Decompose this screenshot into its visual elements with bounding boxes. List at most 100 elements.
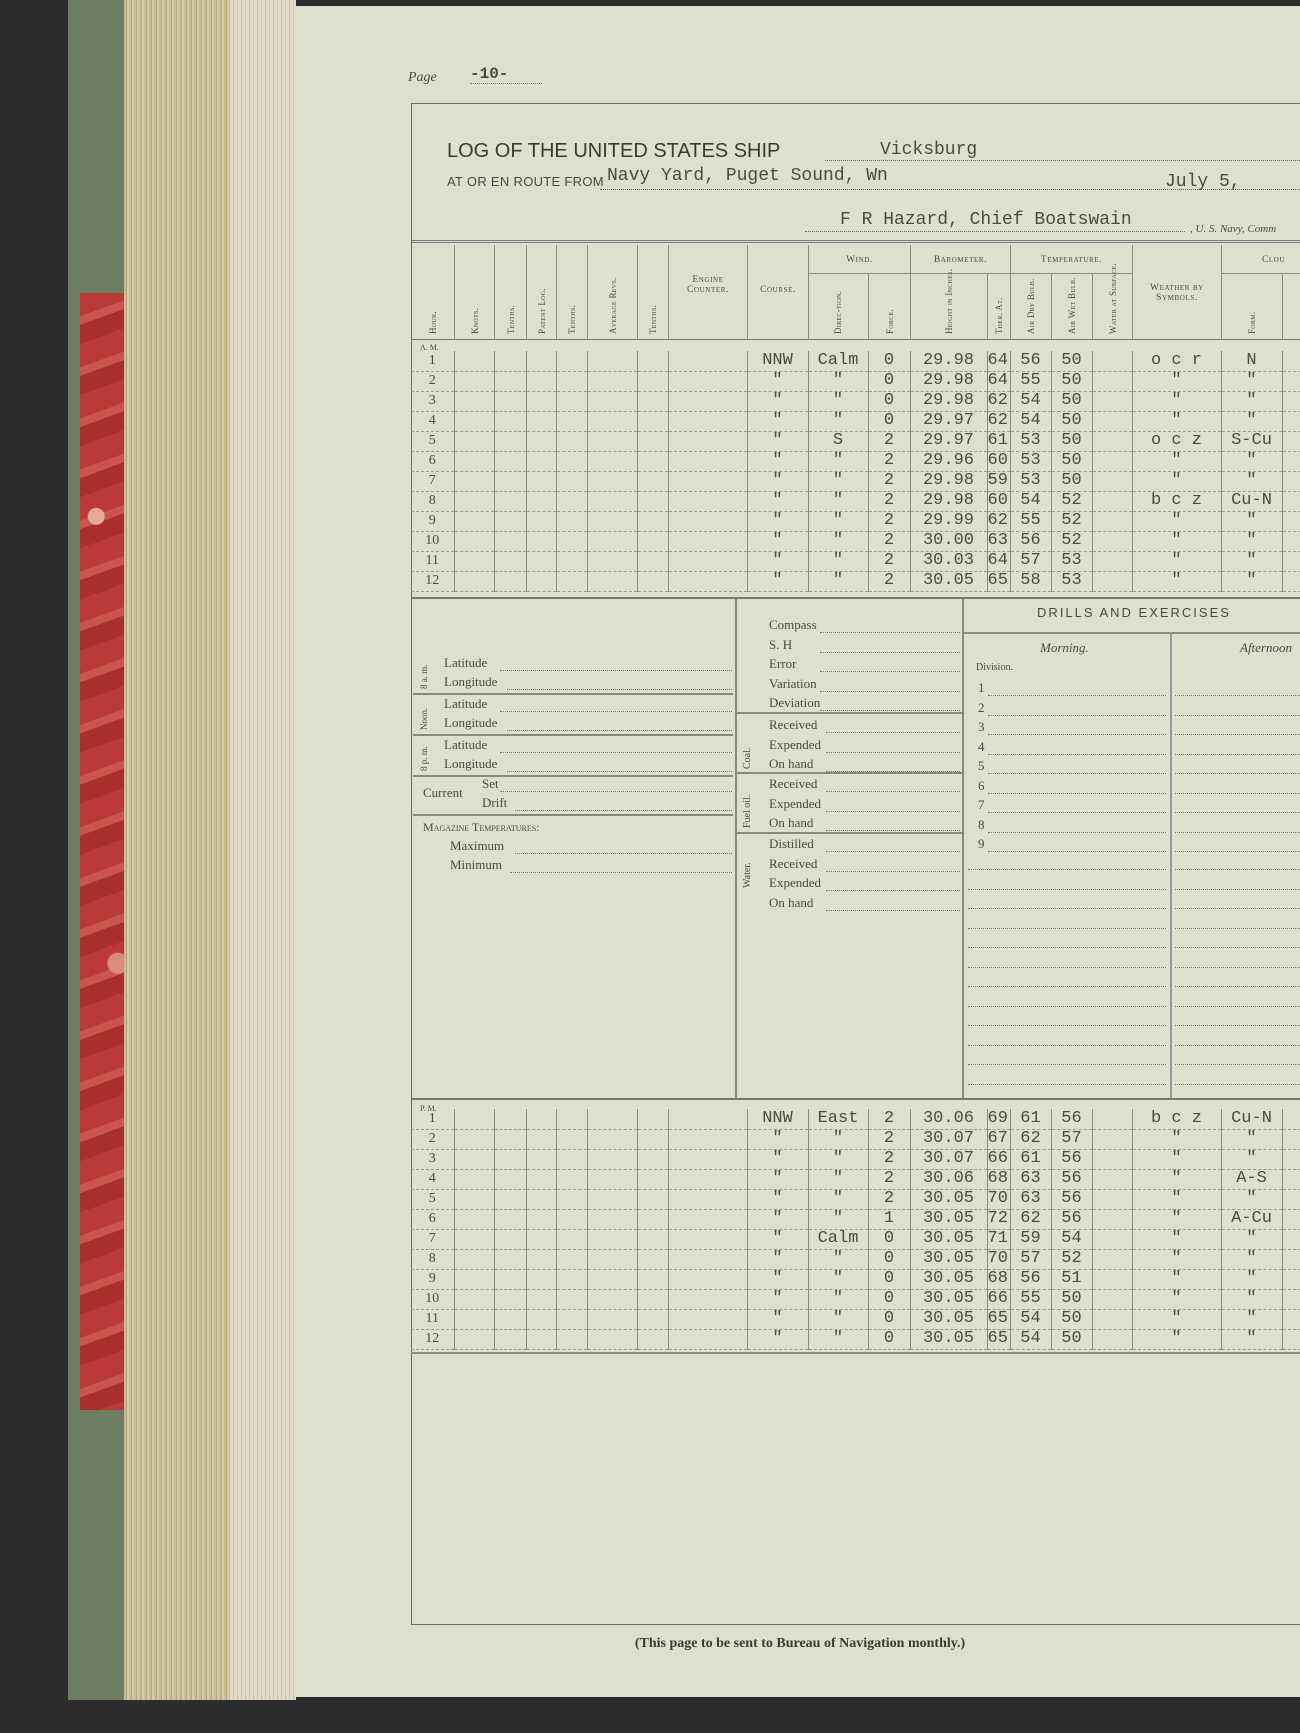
cell-cloud-form: " <box>1220 1289 1282 1310</box>
cell-extra <box>1281 1129 1300 1150</box>
cell-hour: 1 <box>411 1109 454 1130</box>
cell-tenths <box>493 1249 526 1270</box>
cell-knots <box>453 1209 494 1230</box>
cell-hour: 2 <box>411 1129 454 1150</box>
cell-course: NNW <box>746 351 808 372</box>
cell-dry-bulb: 63 <box>1009 1169 1051 1190</box>
commanding-officer: F R Hazard, Chief Boatswain <box>840 210 1132 230</box>
cell-barometer: 29.98 <box>909 471 987 492</box>
coal-on-hand: On hand <box>769 756 814 771</box>
cell-wet-bulb: 50 <box>1050 431 1092 452</box>
cell-weather: " <box>1131 1329 1221 1350</box>
fill-line <box>515 853 732 854</box>
cell-dry-bulb: 55 <box>1009 1289 1051 1310</box>
cell-avg-revs <box>586 1289 637 1310</box>
cell-wet-bulb: 50 <box>1050 411 1092 432</box>
cell-knots <box>453 371 494 392</box>
cell-course: " <box>746 1229 808 1250</box>
cell-wind-direction: " <box>807 451 868 472</box>
cell-dry-bulb: 54 <box>1009 491 1051 512</box>
cell-avg-revs <box>586 1329 637 1350</box>
cell-weather: o c z <box>1131 431 1221 452</box>
cell-ther-at: 72 <box>986 1209 1010 1230</box>
cell-weather: " <box>1131 471 1221 492</box>
cell-wet-bulb: 50 <box>1050 351 1092 372</box>
fill-line <box>1175 908 1300 909</box>
cell-weather: " <box>1131 1289 1221 1310</box>
cell-tenths <box>636 371 668 392</box>
cell-cloud-form: " <box>1220 1249 1282 1270</box>
table-row: 2 " " 2 30.07 67 62 57 " " <box>411 1129 1300 1150</box>
cell-engine-counter <box>667 511 747 532</box>
cell-wind-force: 2 <box>867 1169 910 1190</box>
division-2: 2 <box>978 699 985 715</box>
cell-tenths <box>555 1249 587 1270</box>
col-tenths: Tenths. <box>567 304 577 334</box>
fill-line <box>1175 1064 1300 1065</box>
fill-line <box>1175 695 1300 696</box>
fuel-oil-expended: Expended <box>769 795 821 811</box>
cell-tenths <box>555 1189 587 1210</box>
cell-weather: " <box>1131 1229 1221 1250</box>
cell-wind-direction: " <box>807 1289 868 1310</box>
cell-ther-at: 61 <box>986 431 1010 452</box>
cell-knots <box>453 1289 494 1310</box>
cell-patent-log <box>525 1329 556 1350</box>
cell-weather: b c z <box>1131 491 1221 512</box>
fill-line <box>500 752 732 753</box>
division-1: 1 <box>978 680 985 695</box>
cell-hour: 9 <box>411 511 454 532</box>
cell-avg-revs <box>586 411 637 432</box>
cell-tenths <box>636 1129 668 1150</box>
cell-patent-log <box>525 1169 556 1190</box>
cell-ther-at: 63 <box>986 531 1010 552</box>
cell-cloud-form: Cu-N <box>1220 491 1282 512</box>
cell-tenths <box>493 371 526 392</box>
cell-wet-bulb: 50 <box>1050 1289 1092 1310</box>
cell-hour: 9 <box>411 1269 454 1290</box>
cell-cloud-form: " <box>1220 451 1282 472</box>
cell-tenths <box>493 1169 526 1190</box>
cell-wind-force: 2 <box>867 551 910 572</box>
cell-knots <box>453 1329 494 1350</box>
cell-engine-counter <box>667 371 747 392</box>
cell-knots <box>453 431 494 452</box>
cell-water-temp <box>1091 1109 1132 1130</box>
cell-weather: " <box>1131 1309 1221 1330</box>
cell-avg-revs <box>586 431 637 452</box>
cell-tenths <box>555 471 587 492</box>
latitude-label: Latitude <box>444 737 488 752</box>
cell-weather: " <box>1131 531 1221 552</box>
cell-water-temp <box>1091 411 1132 432</box>
cell-barometer: 30.05 <box>909 571 987 592</box>
table-row: 1 NNW East 2 30.06 69 61 56 b c z Cu-N <box>411 1109 1300 1130</box>
cell-knots <box>453 551 494 572</box>
cell-course: " <box>746 1129 808 1150</box>
cell-dry-bulb: 54 <box>1009 411 1051 432</box>
cell-extra <box>1281 1189 1300 1210</box>
cell-extra <box>1281 1149 1300 1170</box>
fill-line <box>988 831 1166 833</box>
cell-wind-direction: " <box>807 471 868 492</box>
cell-engine-counter <box>667 1229 747 1250</box>
cell-course: " <box>746 451 808 472</box>
cell-ther-at: 66 <box>986 1149 1010 1170</box>
cell-wet-bulb: 54 <box>1050 1229 1092 1250</box>
fill-line <box>820 632 960 633</box>
cell-course: " <box>746 531 808 552</box>
cell-wind-direction: East <box>807 1109 868 1130</box>
cell-hour: 7 <box>411 1229 454 1250</box>
log-form <box>411 103 1300 1625</box>
latitude-label: Latitude <box>444 655 488 670</box>
cell-cloud-form: " <box>1220 1189 1282 1210</box>
cell-tenths <box>493 391 526 412</box>
fill-line <box>1175 927 1300 929</box>
division-9: 9 <box>978 836 985 851</box>
cell-dry-bulb: 61 <box>1009 1149 1051 1170</box>
cell-wet-bulb: 57 <box>1050 1129 1092 1150</box>
cell-avg-revs <box>586 491 637 512</box>
cell-engine-counter <box>667 351 747 372</box>
cell-wind-direction: " <box>807 511 868 532</box>
cell-tenths <box>555 411 587 432</box>
log-title: LOG OF THE UNITED STATES SHIP <box>447 140 781 162</box>
